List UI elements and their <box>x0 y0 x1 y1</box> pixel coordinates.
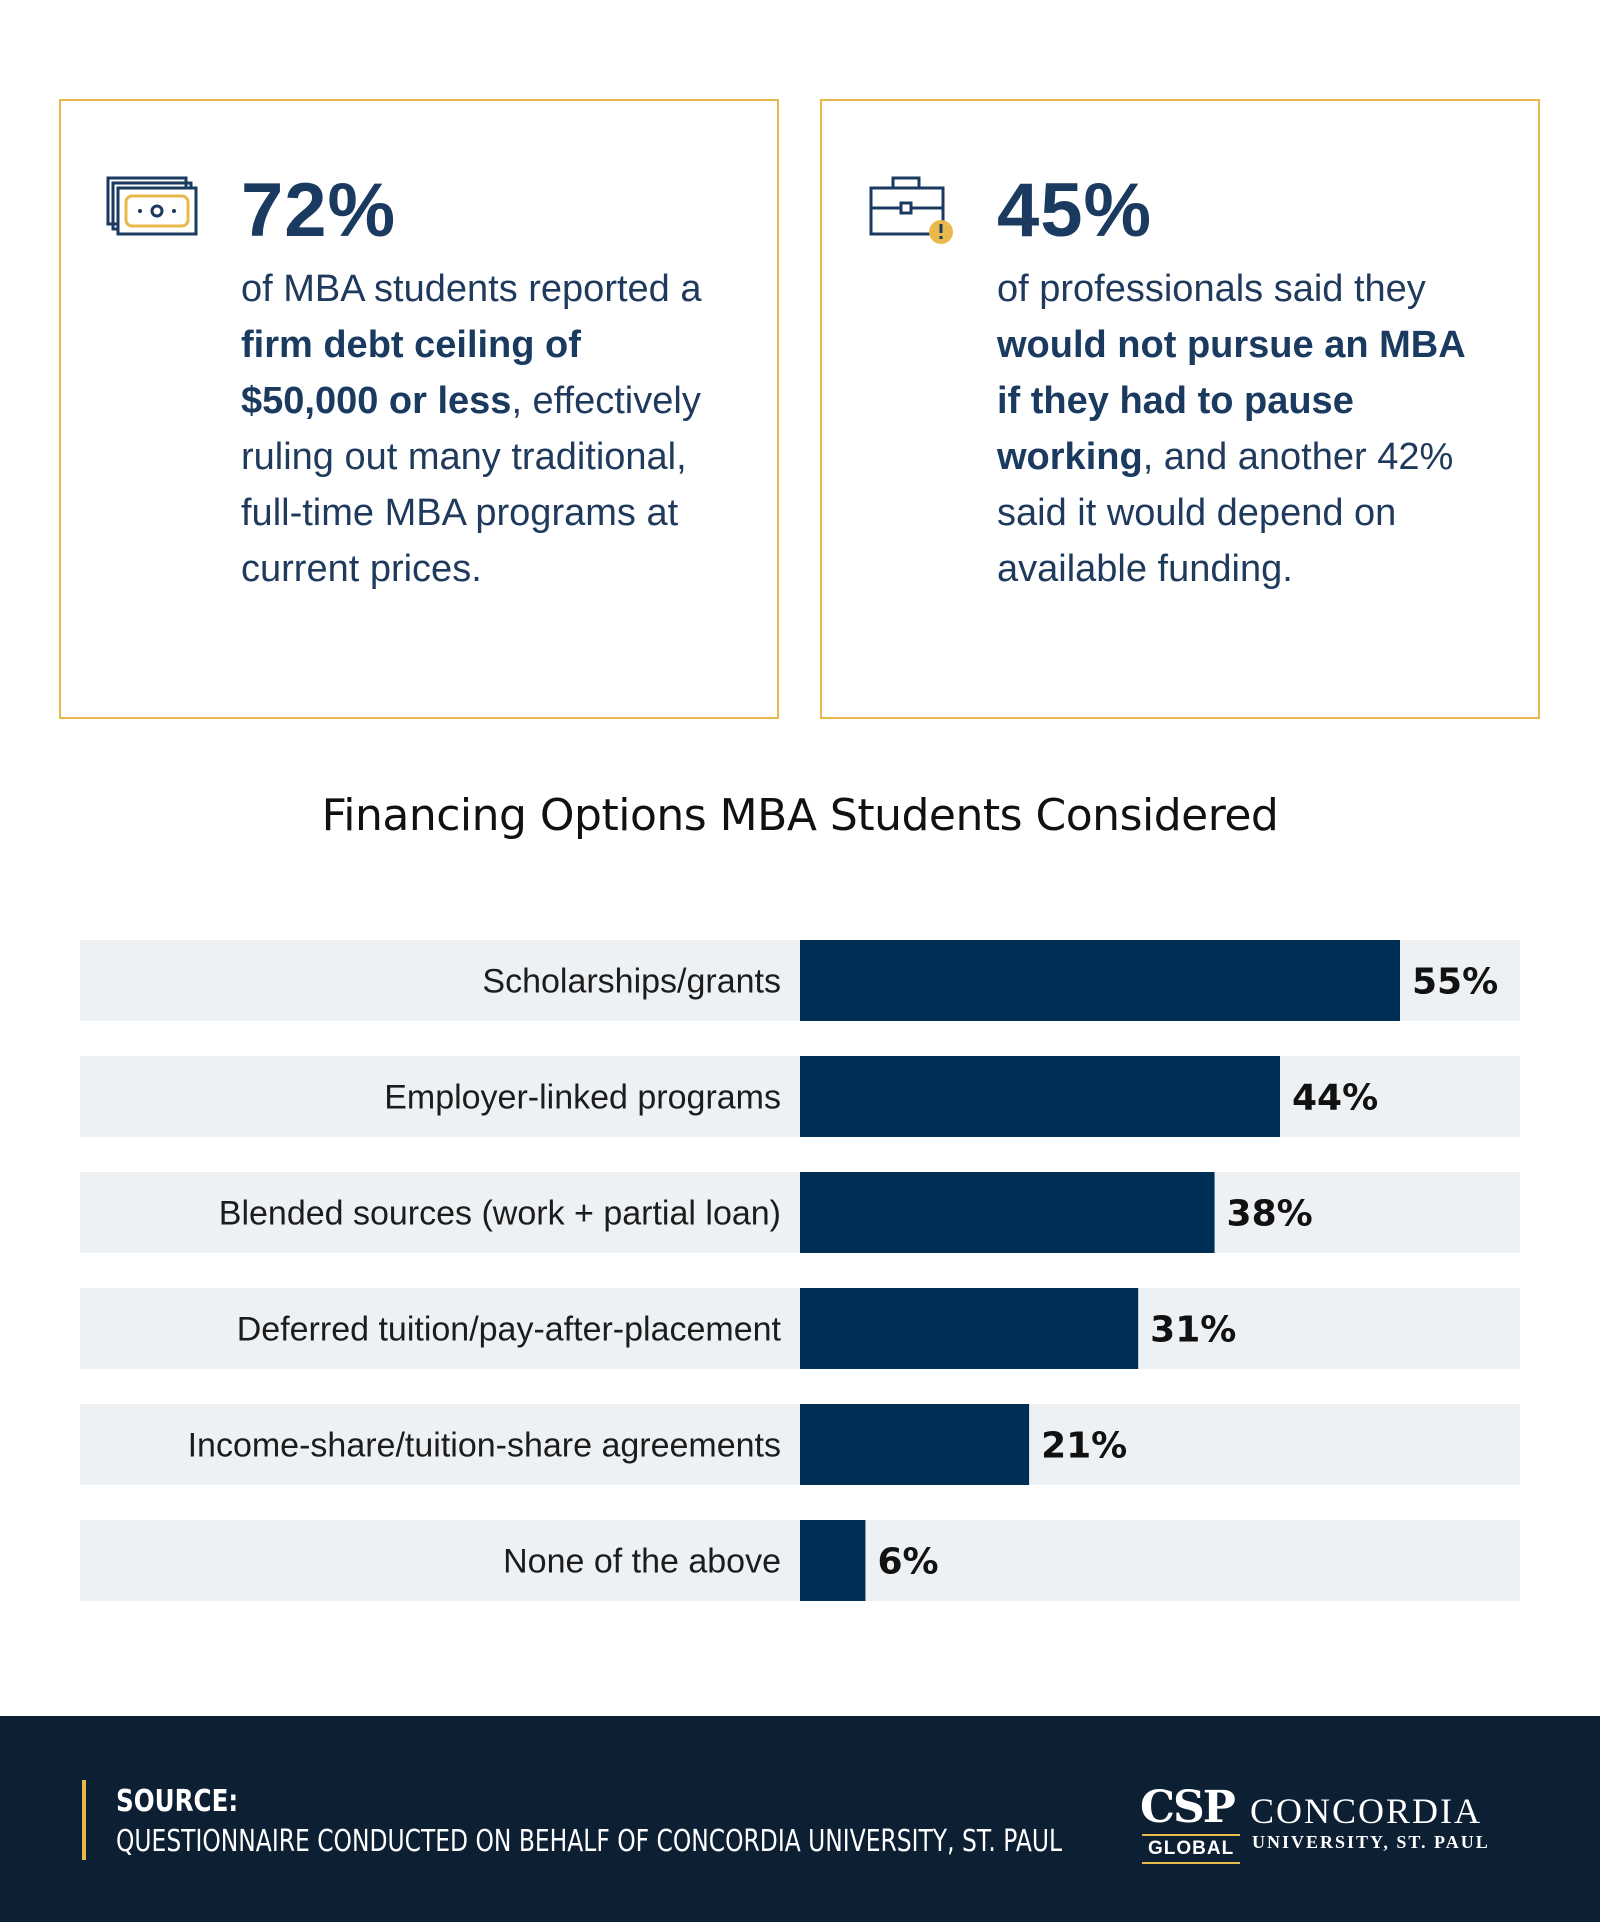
bar <box>800 940 1400 1021</box>
source-title: SOURCE: <box>116 1784 239 1819</box>
bar <box>800 1520 866 1601</box>
stat-description: of professionals said they would not pur… <box>997 268 1465 590</box>
bar <box>800 1288 1139 1369</box>
logo-name: CONCORDIA <box>1250 1791 1483 1831</box>
briefcase-alert-icon <box>867 176 957 251</box>
stat-value: 72% <box>241 168 397 253</box>
category-label: None of the above <box>503 1543 781 1581</box>
category-label: Deferred tuition/pay-after-placement <box>237 1311 782 1349</box>
category-label: Blended sources (work + partial loan) <box>219 1195 781 1233</box>
stat-card-pause-working: 45% of professionals said they would not… <box>820 99 1540 719</box>
value-label: 55% <box>1412 962 1498 1003</box>
value-label: 6% <box>877 1542 938 1583</box>
bar <box>800 1172 1215 1253</box>
stat-card-debt: 72% of MBA students reported a firm debt… <box>59 99 779 719</box>
value-label: 31% <box>1150 1310 1236 1351</box>
bar <box>800 1056 1280 1137</box>
financing-options-bar-chart: Scholarships/grants 55% Employer-linked pr… <box>80 940 1520 1601</box>
category-label: Scholarships/grants <box>482 963 781 1001</box>
logo-global: GLOBAL <box>1142 1834 1241 1864</box>
source-text: QUESTIONNAIRE CONDUCTED ON BEHALF OF CON… <box>116 1824 1063 1859</box>
value-label: 38% <box>1227 1194 1313 1235</box>
stat-value: 45% <box>997 168 1153 253</box>
chart-title: Financing Options MBA Students Considere… <box>321 790 1279 841</box>
category-label: Income-share/tuition-share agreements <box>188 1427 781 1465</box>
value-label: 21% <box>1041 1426 1127 1467</box>
logo-mark: CSP <box>1140 1782 1236 1833</box>
cash-stack-icon <box>106 176 198 243</box>
bar <box>800 1404 1030 1485</box>
logo-subtitle: UNIVERSITY, ST. PAUL <box>1252 1832 1490 1852</box>
category-label: Employer-linked programs <box>384 1079 781 1117</box>
footer: SOURCE: QUESTIONNAIRE CONDUCTED ON BEHAL… <box>0 1716 1600 1922</box>
value-label: 44% <box>1292 1078 1378 1119</box>
stat-description: of MBA students reported a firm debt cei… <box>241 268 702 590</box>
source-accent-bar <box>82 1780 86 1860</box>
